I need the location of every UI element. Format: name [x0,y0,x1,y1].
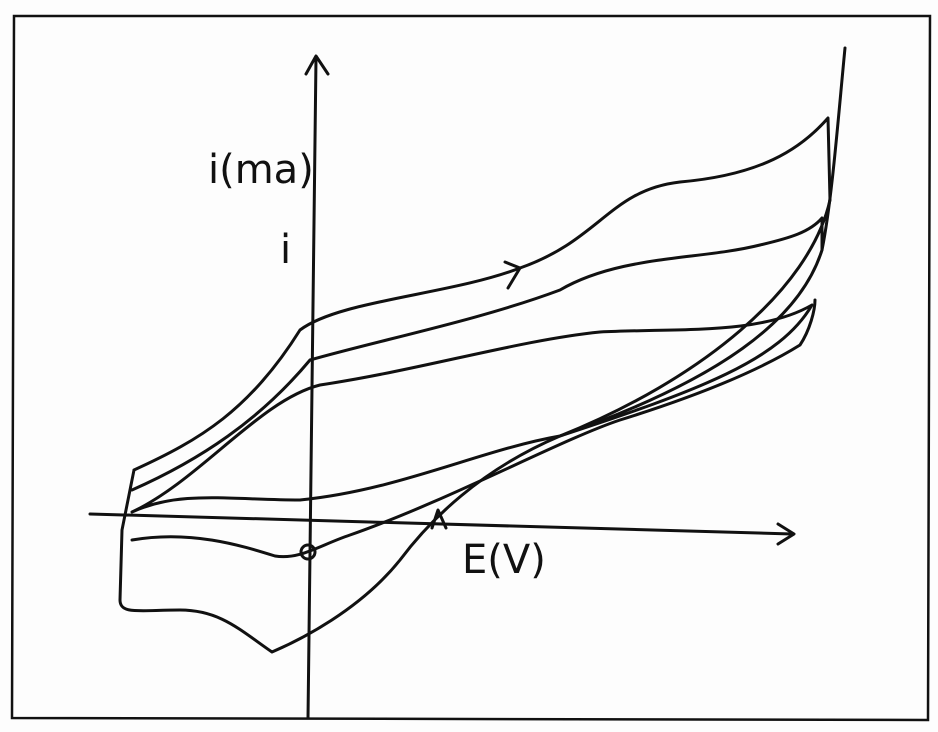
y-axis-short-label: i [280,227,291,273]
sketch: i(ma) i E(V) [0,0,938,732]
x-axis-label: E(V) [462,537,546,583]
y-axis-label: i(ma) [208,147,314,193]
paper [0,0,938,732]
